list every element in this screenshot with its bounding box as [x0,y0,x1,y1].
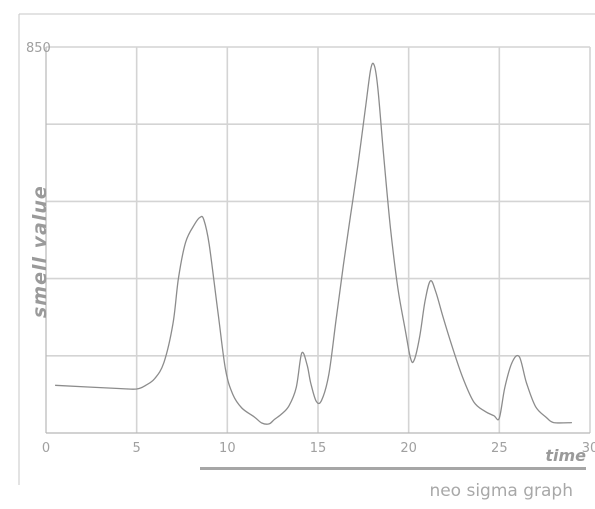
x-tick-label: 30 [582,441,595,456]
y-tick-label-max: 850 [26,41,51,56]
axes [45,47,590,434]
x-tick-label: 20 [400,441,417,456]
chart-caption: neo sigma graph [429,481,573,501]
x-tick-label: 5 [133,441,141,456]
x-tick-label: 25 [491,441,508,456]
x-axis-label: time [545,446,586,465]
x-tick-label: 0 [42,441,50,456]
y-axis-label: smell value [29,185,51,318]
x-tick-label: 15 [310,441,327,456]
grid [46,46,591,433]
series-line [55,62,572,425]
caption-rule [200,467,586,470]
ticks: 0 5 10 15 20 25 30 [42,441,595,456]
x-tick-label: 10 [219,441,236,456]
